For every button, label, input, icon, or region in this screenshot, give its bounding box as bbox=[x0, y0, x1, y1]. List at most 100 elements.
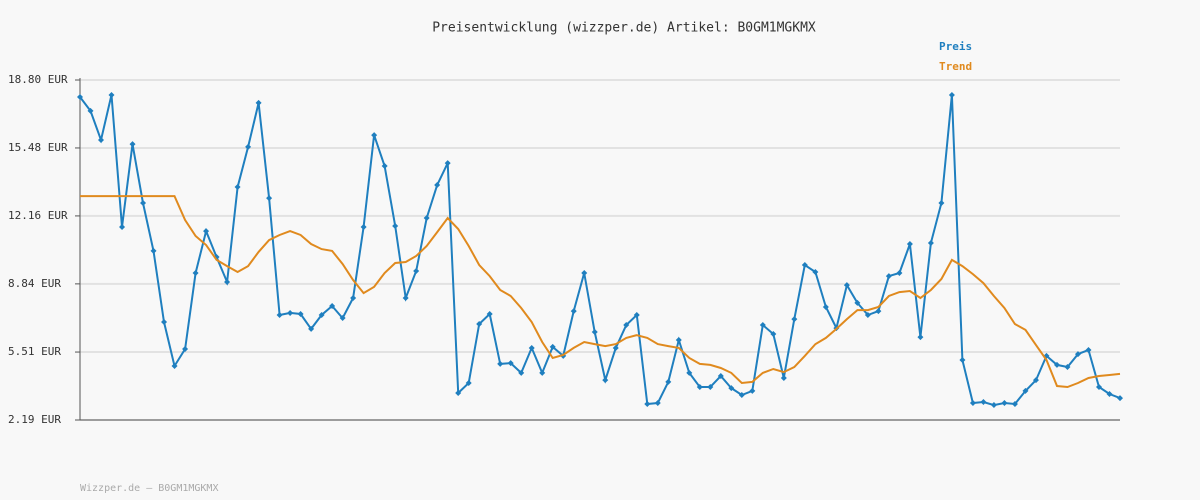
series-line bbox=[80, 195, 1121, 389]
point-marker bbox=[843, 282, 850, 289]
point-marker bbox=[402, 295, 409, 302]
point-marker bbox=[518, 369, 525, 376]
point-marker bbox=[392, 222, 399, 229]
legend-label: Trend bbox=[939, 60, 972, 73]
point-marker bbox=[728, 385, 735, 392]
point-marker bbox=[371, 132, 378, 139]
point-marker bbox=[129, 141, 136, 148]
point-marker bbox=[801, 262, 808, 269]
point-marker bbox=[140, 200, 147, 207]
point-marker bbox=[192, 270, 199, 277]
point-marker bbox=[1117, 395, 1123, 402]
y-tick-label: 12.16 EUR bbox=[8, 209, 68, 222]
point-marker bbox=[927, 239, 934, 246]
point-marker bbox=[528, 344, 535, 351]
point-marker bbox=[675, 336, 682, 343]
point-marker bbox=[948, 91, 955, 98]
point-marker bbox=[413, 267, 420, 274]
point-marker bbox=[1022, 387, 1029, 394]
point-marker bbox=[329, 302, 336, 309]
point-marker bbox=[476, 320, 483, 327]
point-marker bbox=[654, 400, 661, 407]
point-marker bbox=[539, 369, 546, 376]
point-marker bbox=[1074, 351, 1081, 358]
point-marker bbox=[497, 360, 504, 367]
point-marker bbox=[717, 372, 724, 379]
point-marker bbox=[1001, 400, 1008, 407]
point-marker bbox=[864, 311, 871, 318]
point-marker bbox=[686, 369, 693, 376]
point-marker bbox=[633, 311, 640, 318]
point-marker bbox=[581, 270, 588, 277]
y-tick-label: 5.51 EUR bbox=[8, 345, 61, 358]
point-marker bbox=[644, 401, 651, 408]
point-marker bbox=[759, 322, 766, 329]
point-marker bbox=[885, 273, 892, 280]
point-marker bbox=[203, 228, 210, 235]
point-marker bbox=[738, 392, 745, 399]
chart-title: Preisentwicklung (wizzper.de) Artikel: B… bbox=[432, 21, 816, 36]
point-marker bbox=[423, 214, 430, 221]
point-marker bbox=[1032, 377, 1039, 384]
point-marker bbox=[224, 279, 231, 286]
point-marker bbox=[570, 308, 577, 315]
point-marker bbox=[266, 195, 273, 202]
point-marker bbox=[350, 295, 357, 302]
point-marker bbox=[1085, 346, 1092, 353]
point-marker bbox=[455, 389, 462, 396]
point-marker bbox=[612, 344, 619, 351]
y-tick-label: 2.19 EUR bbox=[8, 413, 61, 426]
point-marker bbox=[780, 375, 787, 382]
point-marker bbox=[98, 136, 105, 143]
point-marker bbox=[1011, 401, 1018, 408]
point-marker bbox=[276, 311, 283, 318]
series-line bbox=[79, 94, 1121, 407]
point-marker bbox=[182, 345, 189, 352]
point-marker bbox=[108, 91, 115, 98]
point-marker bbox=[245, 143, 252, 150]
point-marker bbox=[591, 328, 598, 335]
point-marker bbox=[119, 223, 126, 230]
point-marker bbox=[171, 362, 178, 369]
point-marker bbox=[287, 309, 294, 316]
point-marker bbox=[749, 387, 756, 394]
point-marker bbox=[990, 402, 997, 409]
point-marker bbox=[150, 247, 157, 254]
point-marker bbox=[938, 200, 945, 207]
point-marker bbox=[665, 378, 672, 385]
point-marker bbox=[297, 310, 304, 317]
point-marker bbox=[791, 316, 798, 323]
point-marker bbox=[896, 270, 903, 277]
y-tick-label: 15.48 EUR bbox=[8, 141, 68, 154]
point-marker bbox=[77, 93, 83, 100]
point-marker bbox=[318, 311, 325, 318]
point-marker bbox=[602, 377, 609, 384]
footer: Wizzper.de – B0GM1MGKMX bbox=[80, 483, 218, 494]
point-marker bbox=[549, 343, 556, 350]
point-marker bbox=[87, 107, 94, 114]
point-marker bbox=[822, 304, 829, 311]
point-marker bbox=[434, 182, 441, 189]
point-marker bbox=[707, 384, 714, 391]
point-marker bbox=[906, 240, 913, 247]
point-marker bbox=[381, 162, 388, 169]
point-marker bbox=[234, 184, 241, 191]
point-marker bbox=[339, 315, 346, 322]
point-marker bbox=[161, 318, 168, 325]
point-marker bbox=[623, 322, 630, 329]
point-marker bbox=[980, 398, 987, 405]
point-marker bbox=[1106, 391, 1113, 398]
point-marker bbox=[1095, 384, 1102, 391]
point-marker bbox=[486, 310, 493, 317]
point-marker bbox=[444, 160, 451, 167]
point-marker bbox=[959, 357, 966, 364]
point-marker bbox=[255, 99, 262, 106]
point-marker bbox=[1053, 361, 1060, 368]
point-marker bbox=[507, 360, 514, 367]
point-marker bbox=[360, 223, 367, 230]
point-marker bbox=[812, 269, 819, 276]
point-marker bbox=[917, 334, 924, 341]
point-marker bbox=[1064, 363, 1071, 370]
